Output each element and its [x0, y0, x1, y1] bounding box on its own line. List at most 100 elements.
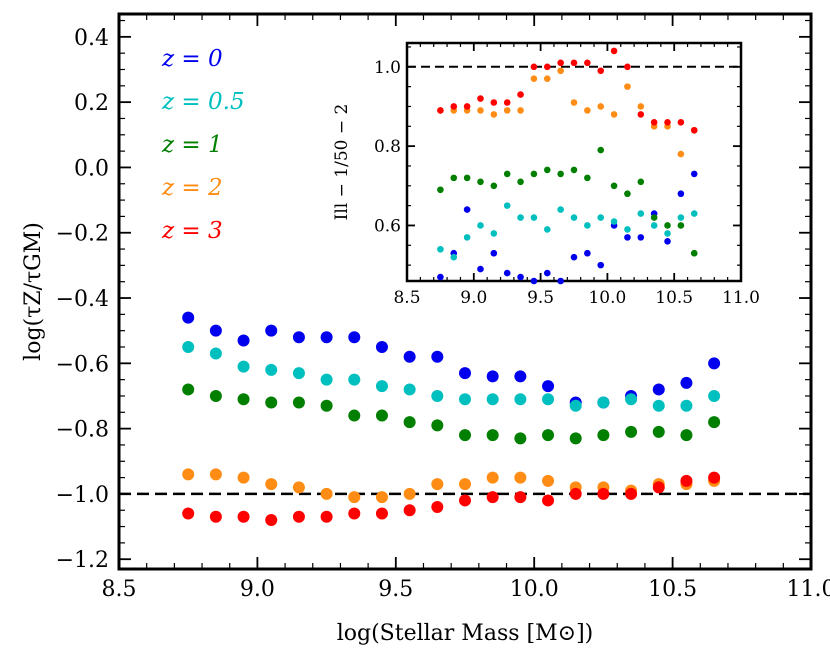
inset-data-point	[570, 214, 578, 221]
inset-data-point	[624, 190, 631, 198]
inset-data-point	[570, 166, 578, 174]
main-data-point	[320, 399, 333, 412]
inset-data-point	[610, 47, 618, 55]
main-data-point	[209, 468, 222, 481]
main-data-point	[514, 491, 527, 504]
inset-data-point	[637, 103, 645, 110]
inset-data-point	[530, 75, 538, 82]
inset-data-point	[664, 119, 671, 126]
main-data-point	[320, 331, 333, 344]
main-plot: 8.5 9.0 9.5 10.0 10.5 11.0 −1.2 −1.0 −0.8 −0.6 −0.…	[21, 12, 830, 646]
main-data-point	[375, 491, 388, 504]
inset-data-point	[557, 206, 564, 213]
main-data-point	[182, 383, 195, 396]
main-data-point	[597, 429, 610, 442]
main-data-point	[182, 468, 195, 481]
main-data-point	[209, 510, 222, 523]
inset-data-point	[437, 273, 444, 281]
main-data-point	[348, 491, 361, 504]
inset-data-point	[584, 174, 591, 182]
inset-data-point	[584, 107, 591, 114]
inset-data-point	[437, 107, 444, 114]
main-data-point	[486, 393, 499, 406]
inset-data-point	[530, 214, 538, 221]
inset-data-point	[517, 214, 524, 221]
main-data-point	[265, 478, 278, 491]
main-data-point	[514, 471, 527, 484]
main-data-point	[403, 383, 416, 396]
inset-data-point	[477, 222, 484, 229]
inset-data-point	[584, 59, 591, 67]
main-data-point	[459, 393, 471, 406]
main-data-point	[375, 409, 388, 422]
main-data-point	[514, 393, 527, 406]
main-data-point	[514, 432, 527, 445]
inset-frame	[405, 41, 743, 283]
inset-data-point	[584, 222, 591, 229]
inset-data-point	[437, 245, 444, 253]
inset-data-point	[637, 234, 645, 241]
inset-data-point	[690, 126, 698, 134]
inset-data-point	[664, 230, 671, 237]
legend-entry: z = 3	[161, 218, 223, 244]
main-data-point	[680, 429, 693, 442]
main-data-point	[652, 383, 665, 396]
main-data-point	[320, 487, 333, 500]
inset-data-point	[637, 111, 645, 118]
main-data-point	[459, 478, 471, 491]
main-data-point	[625, 425, 638, 438]
inset-data-point	[530, 277, 538, 285]
inset-data-point	[624, 234, 631, 241]
main-data-point	[680, 399, 693, 412]
inset-data-point	[543, 63, 551, 71]
inset-data-point	[450, 103, 458, 110]
inset-data-point	[624, 83, 631, 90]
inset-data-point	[690, 210, 698, 217]
inset-x-tick-label: 11.0	[722, 288, 760, 308]
inset-data-point	[610, 111, 618, 118]
main-y-axis-label: log(τZ/τGM)	[21, 222, 46, 361]
inset-data-point	[597, 146, 605, 154]
inset-data-point	[650, 214, 658, 221]
main-data-point	[265, 514, 278, 527]
main-data-point	[625, 393, 638, 406]
inset-data-point	[597, 214, 605, 221]
inset-data-point	[664, 238, 671, 245]
inset-data-point	[530, 170, 538, 178]
main-x-tick-label: 9.0	[240, 577, 275, 602]
main-data-point	[708, 471, 721, 484]
inset-data-point	[584, 249, 591, 257]
main-data-point	[708, 357, 721, 370]
main-x-tick-label: 8.5	[102, 577, 137, 602]
inset-data-point	[450, 174, 458, 182]
main-data-point	[292, 396, 305, 409]
main-data-point	[431, 419, 444, 432]
main-data-point	[652, 399, 665, 412]
main-data-point	[652, 481, 665, 494]
inset-y-tick-label: 0.6	[374, 216, 401, 236]
inset-y-axis-label: Ill − 1/50 − 2	[332, 104, 352, 221]
main-y-tick-label: −0.4	[56, 287, 109, 312]
main-data-point	[237, 471, 250, 484]
inset-data-point	[677, 119, 685, 126]
inset-data-point	[463, 174, 471, 182]
main-data-point	[348, 507, 361, 520]
inset-data-point	[517, 91, 524, 98]
inset-series-2	[437, 146, 698, 257]
inset-data-point	[517, 178, 524, 186]
main-y-tick-label: −0.8	[56, 418, 109, 443]
inset-data-point	[490, 182, 498, 190]
main-data-point	[514, 370, 527, 383]
main-y-tick-label: 0.0	[74, 156, 109, 181]
inset-data-point	[490, 111, 498, 118]
main-data-point	[182, 507, 195, 520]
inset-series-0	[437, 170, 698, 285]
inset-data-point	[624, 63, 631, 71]
main-data-point	[569, 487, 582, 500]
inset-data-point	[677, 150, 685, 158]
legend-entry: z = 0	[161, 46, 223, 72]
inset-data-point	[477, 107, 484, 114]
inset-data-point	[503, 99, 511, 106]
main-y-tick-label: −1.2	[56, 548, 109, 573]
